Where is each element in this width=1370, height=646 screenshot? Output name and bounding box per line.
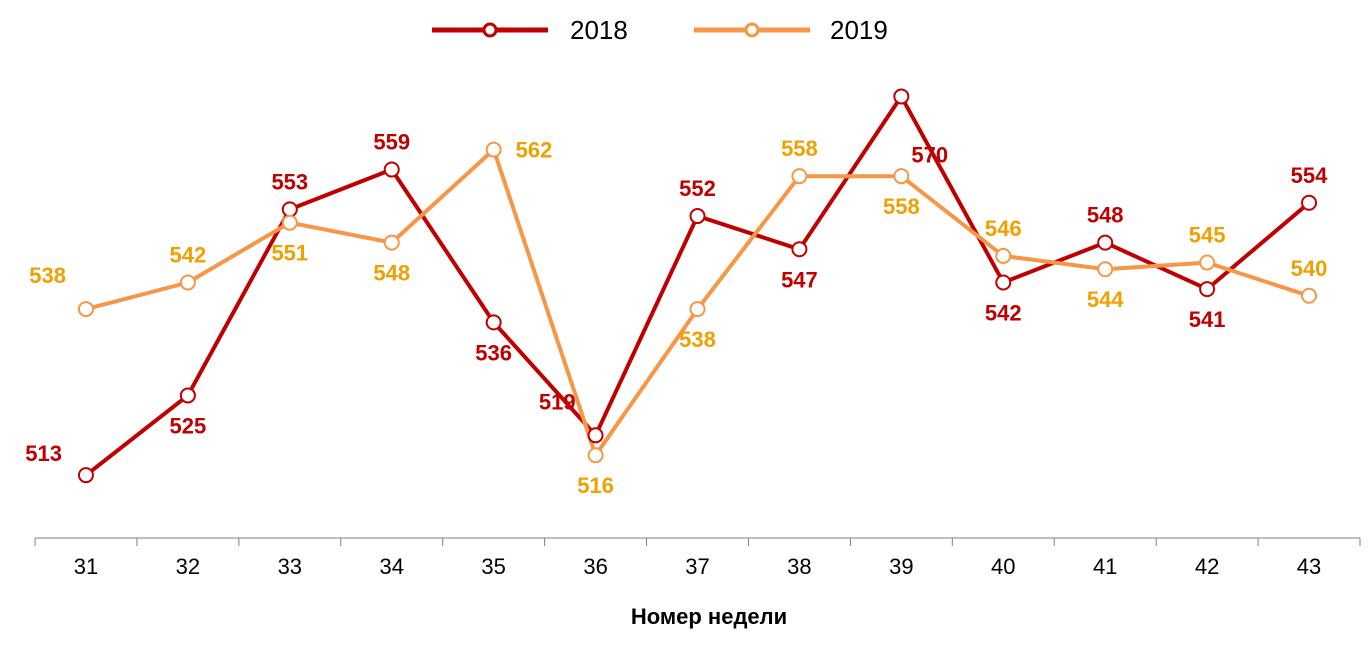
data-point-2018-42 [1199,281,1216,298]
data-label-2019-38: 558 [781,136,818,161]
legend-item-2019: 2019 [694,15,888,45]
data-point-2018-36 [587,427,604,444]
data-label-2018-42: 541 [1189,307,1226,332]
data-point-2019-40 [995,247,1012,264]
x-tick-label-35: 35 [481,554,505,579]
data-point-2019-37 [689,301,706,318]
data-label-2018-40: 542 [985,300,1022,325]
data-label-2018-33: 553 [271,169,308,194]
x-tick-labels: 31 32 33 34 35 36 37 38 39 40 41 42 43 [74,554,1322,579]
series-line-2018 [84,94,1311,477]
data-point-2019-36 [587,447,604,464]
x-tick-label-34: 34 [379,554,403,579]
x-tick-label-39: 39 [889,554,913,579]
data-point-2019-35 [485,141,502,158]
legend-item-2018: 2018 [432,15,628,45]
legend-label-2018: 2018 [570,15,628,45]
x-tick-label-43: 43 [1297,554,1321,579]
legend-marker-2018 [482,22,498,38]
data-point-2018-33 [281,201,298,218]
data-label-2019-39: 558 [883,194,920,219]
data-labels: 513 525 553 559 536 519 552 547 570 542 548 541 554 5… [25,130,1328,499]
data-point-2019-43 [1301,287,1318,304]
legend-label-2019: 2019 [830,15,888,45]
data-point-2019-41 [1097,261,1114,278]
x-tick-label-37: 37 [685,554,709,579]
legend: 2018 2019 [432,15,888,45]
series-markers [77,88,1318,484]
data-point-2018-32 [179,387,196,404]
data-point-2019-34 [383,234,400,251]
data-point-2019-39 [893,168,910,185]
data-label-2019-37: 538 [679,327,716,352]
data-label-2018-34: 559 [373,130,410,155]
data-label-2019-40: 546 [985,216,1022,241]
legend-marker-2019 [744,22,760,38]
data-label-2019-41: 544 [1087,287,1124,312]
data-point-2018-31 [77,467,94,484]
data-label-2019-33: 551 [271,241,308,266]
data-point-2018-41 [1097,234,1114,251]
data-label-2019-42: 545 [1189,223,1226,248]
series-lines [84,94,1311,477]
data-point-2018-35 [485,314,502,331]
x-tick-label-42: 42 [1195,554,1219,579]
x-tick-label-32: 32 [176,554,200,579]
data-point-2019-32 [179,274,196,291]
data-point-2019-31 [77,301,94,318]
data-label-2018-39: 570 [911,142,948,167]
data-point-2018-38 [791,241,808,258]
x-axis-title: Номер недели [631,604,787,629]
x-tick-label-36: 36 [583,554,607,579]
data-label-2019-36: 516 [577,473,614,498]
data-label-2018-41: 548 [1087,203,1124,228]
x-tick-label-40: 40 [991,554,1015,579]
x-tick-label-38: 38 [787,554,811,579]
x-tick-label-33: 33 [278,554,302,579]
data-label-2019-35: 562 [516,138,553,163]
x-ticks [34,538,1361,546]
data-point-2018-39 [893,88,910,105]
data-label-2018-43: 554 [1291,163,1328,188]
data-label-2019-32: 542 [170,242,207,267]
data-point-2019-33 [281,214,298,231]
data-label-2018-31: 513 [25,441,62,466]
data-label-2018-32: 525 [170,413,207,438]
data-point-2018-37 [689,208,706,225]
data-label-2019-34: 548 [373,261,410,286]
x-tick-label-31: 31 [74,554,98,579]
data-label-2018-37: 552 [679,176,716,201]
data-label-2019-31: 538 [29,263,66,288]
data-label-2018-36: 519 [539,389,576,414]
data-point-2019-42 [1199,254,1216,271]
data-label-2018-35: 536 [475,340,512,365]
data-point-2018-40 [995,274,1012,291]
data-point-2018-34 [383,161,400,178]
data-label-2018-38: 547 [781,267,818,292]
data-point-2018-43 [1301,194,1318,211]
x-tick-label-41: 41 [1093,554,1117,579]
data-label-2019-43: 540 [1291,256,1328,281]
data-point-2019-38 [791,168,808,185]
